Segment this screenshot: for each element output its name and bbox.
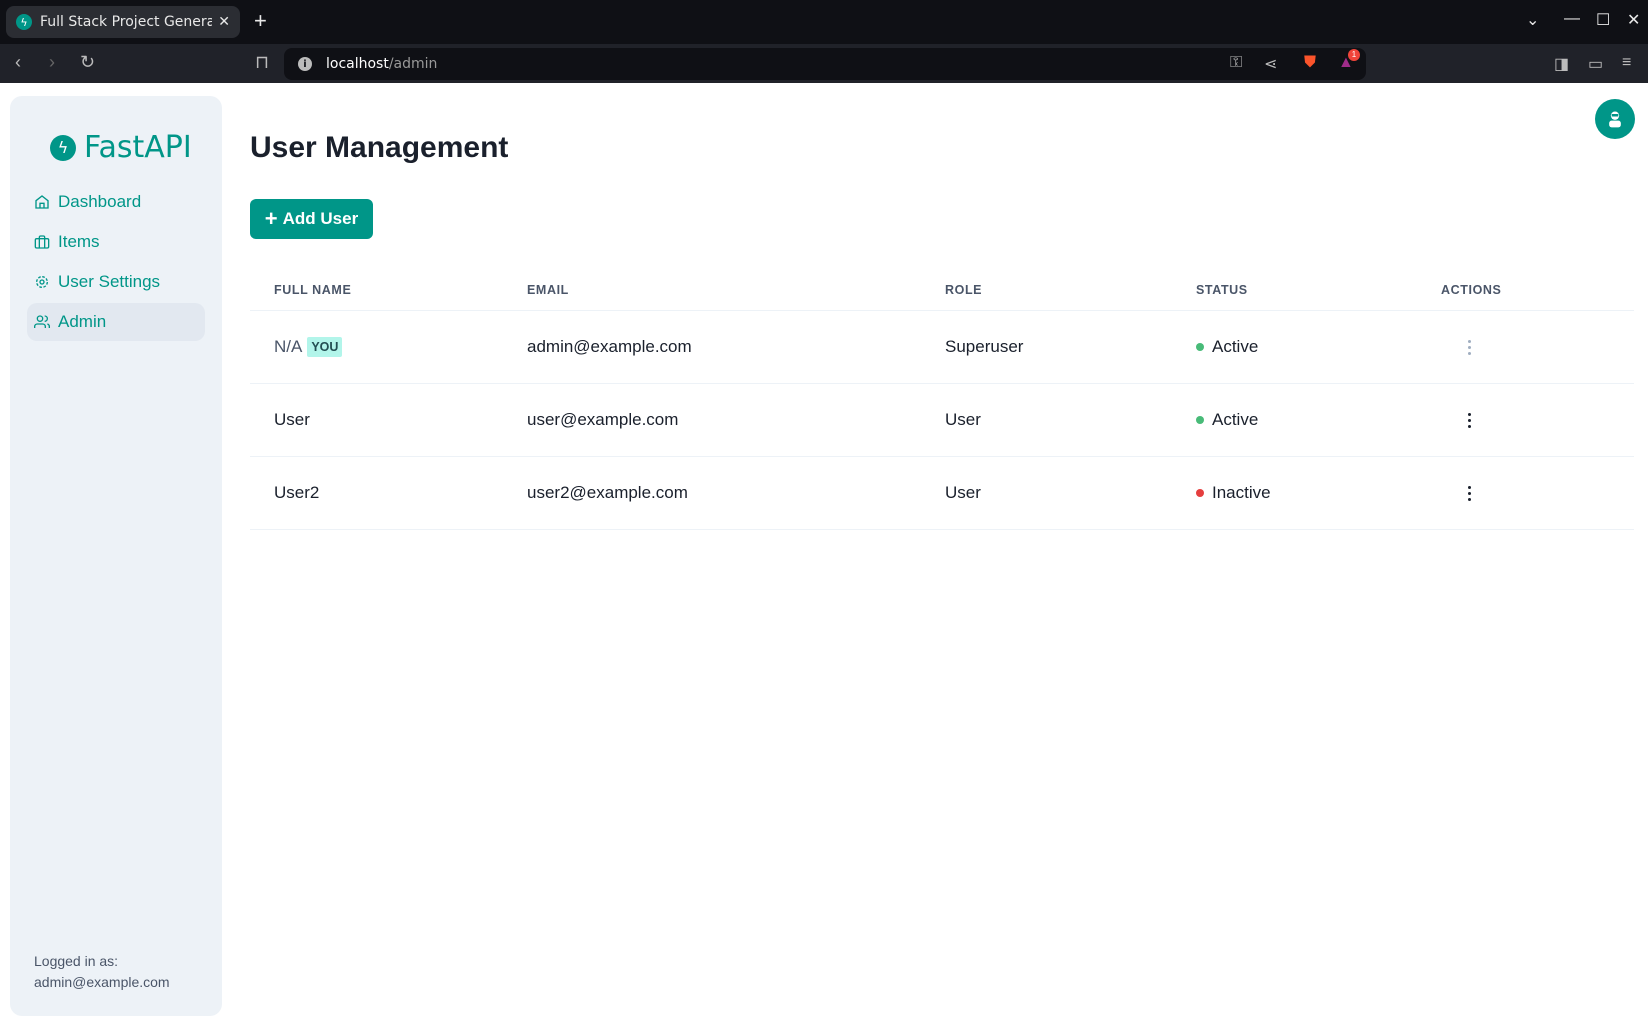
column-header-email: EMAIL [527, 283, 569, 297]
status-text: Inactive [1212, 483, 1271, 502]
brave-shield-icon[interactable]: ⛊ [1304, 54, 1317, 71]
table-header: FULL NAME EMAIL ROLE STATUS ACTIONS [250, 270, 1634, 311]
email-cell: user@example.com [527, 410, 679, 429]
sidebar-toggle-icon[interactable]: ◨ [1554, 56, 1570, 73]
column-header-role: ROLE [945, 283, 983, 297]
actions-menu-button[interactable] [1461, 481, 1477, 505]
close-window-icon[interactable]: ✕ [1627, 12, 1641, 29]
site-info-icon[interactable]: i [298, 57, 312, 71]
sidebar: ϟ FastAPI Dashboard Items User Settings … [10, 96, 222, 1016]
status-text: Active [1212, 410, 1259, 429]
new-tab-icon[interactable]: + [254, 8, 267, 33]
actions-menu-button[interactable] [1461, 408, 1477, 432]
maximize-icon[interactable]: ☐ [1596, 12, 1611, 29]
gear-icon [36, 276, 48, 288]
fastapi-logo[interactable]: ϟ FastAPI [50, 130, 192, 165]
table-row: User2 user2@example.com User Inactive [250, 457, 1634, 530]
role-cell: User [945, 410, 981, 429]
close-tab-icon[interactable]: ✕ [218, 14, 230, 30]
status-text: Active [1212, 337, 1259, 356]
sidebar-item-user-settings[interactable]: User Settings [27, 263, 205, 301]
users-icon [34, 315, 50, 328]
plus-icon: + [264, 206, 278, 231]
briefcase-icon [34, 235, 50, 249]
user-avatar-icon [1609, 111, 1621, 128]
column-header-actions: ACTIONS [1441, 283, 1502, 297]
logo-text: FastAPI [84, 130, 192, 165]
forward-icon[interactable]: › [49, 52, 55, 72]
address-bar[interactable]: i localhost/admin [284, 48, 1366, 80]
minimize-icon[interactable]: — [1564, 10, 1580, 27]
status-dot-icon [1196, 416, 1204, 424]
users-table: FULL NAME EMAIL ROLE STATUS ACTIONS N/A Y… [250, 270, 1634, 530]
email-cell: user2@example.com [527, 483, 688, 502]
column-header-status: STATUS [1196, 283, 1248, 297]
browser-tab-bar: ϟ Full Stack Project Generator ✕ + ⌄ — ☐… [0, 0, 1648, 44]
wallet-icon[interactable]: ▭ [1588, 56, 1604, 73]
status-dot-icon [1196, 489, 1204, 497]
reload-icon[interactable]: ↻ [80, 52, 96, 72]
full-name: N/A [274, 337, 303, 356]
sidebar-item-dashboard[interactable]: Dashboard [27, 183, 205, 221]
url-path: /admin [388, 56, 438, 72]
sidebar-item-label: Dashboard [58, 192, 142, 211]
you-badge: YOU [307, 337, 343, 357]
status-cell: Active [1196, 410, 1258, 430]
full-name-cell: User2 [274, 483, 320, 502]
add-user-label: Add User [282, 209, 359, 228]
page-title: User Management [250, 131, 509, 164]
url-host: localhost [326, 56, 389, 72]
sidebar-item-label: Admin [58, 312, 107, 331]
menu-icon[interactable]: ≡ [1622, 54, 1632, 71]
sidebar-item-label: Items [58, 232, 100, 251]
logged-in-label: Logged in as: [34, 953, 119, 969]
back-icon[interactable]: ‹ [15, 52, 21, 72]
home-icon [35, 195, 49, 209]
logged-in-email: admin@example.com [34, 974, 170, 990]
share-icon[interactable]: ⋖ [1264, 56, 1278, 73]
sidebar-item-label: User Settings [58, 272, 161, 291]
user-menu-button[interactable] [1595, 99, 1635, 139]
status-cell: Active [1196, 337, 1258, 357]
full-name-cell: User [274, 410, 310, 429]
table-row: N/A YOU admin@example.com Superuser Activ… [250, 311, 1634, 384]
logged-in-info: Logged in as: admin@example.com [34, 951, 170, 993]
browser-toolbar: ‹ › ↻ ⊓ i localhost/admin ⚿ ⋖ ⛊ ▲ 1 ◨ ▭ … [0, 44, 1648, 83]
email-cell: admin@example.com [527, 337, 692, 356]
tab-list-chevron-icon[interactable]: ⌄ [1526, 12, 1540, 29]
sidebar-item-admin[interactable]: Admin [27, 303, 205, 341]
sidebar-item-items[interactable]: Items [27, 223, 205, 261]
status-cell: Inactive [1196, 483, 1271, 503]
table-row: User user@example.com User Active [250, 384, 1634, 457]
fastapi-favicon-icon: ϟ [16, 14, 32, 30]
tab-title: Full Stack Project Generator [40, 14, 213, 30]
key-icon[interactable]: ⚿ [1230, 54, 1243, 71]
fastapi-logo-icon: ϟ [50, 134, 76, 161]
bookmark-icon[interactable]: ⊓ [255, 52, 270, 72]
role-cell: Superuser [945, 337, 1024, 356]
status-dot-icon [1196, 343, 1204, 351]
actions-menu-button[interactable] [1461, 335, 1477, 359]
browser-tab[interactable]: ϟ Full Stack Project Generator ✕ [6, 6, 240, 38]
add-user-button[interactable]: + Add User [250, 199, 373, 239]
column-header-full-name: FULL NAME [274, 283, 352, 297]
full-name-cell: N/A YOU [274, 337, 343, 357]
role-cell: User [945, 483, 981, 502]
notification-badge: 1 [1348, 49, 1360, 61]
